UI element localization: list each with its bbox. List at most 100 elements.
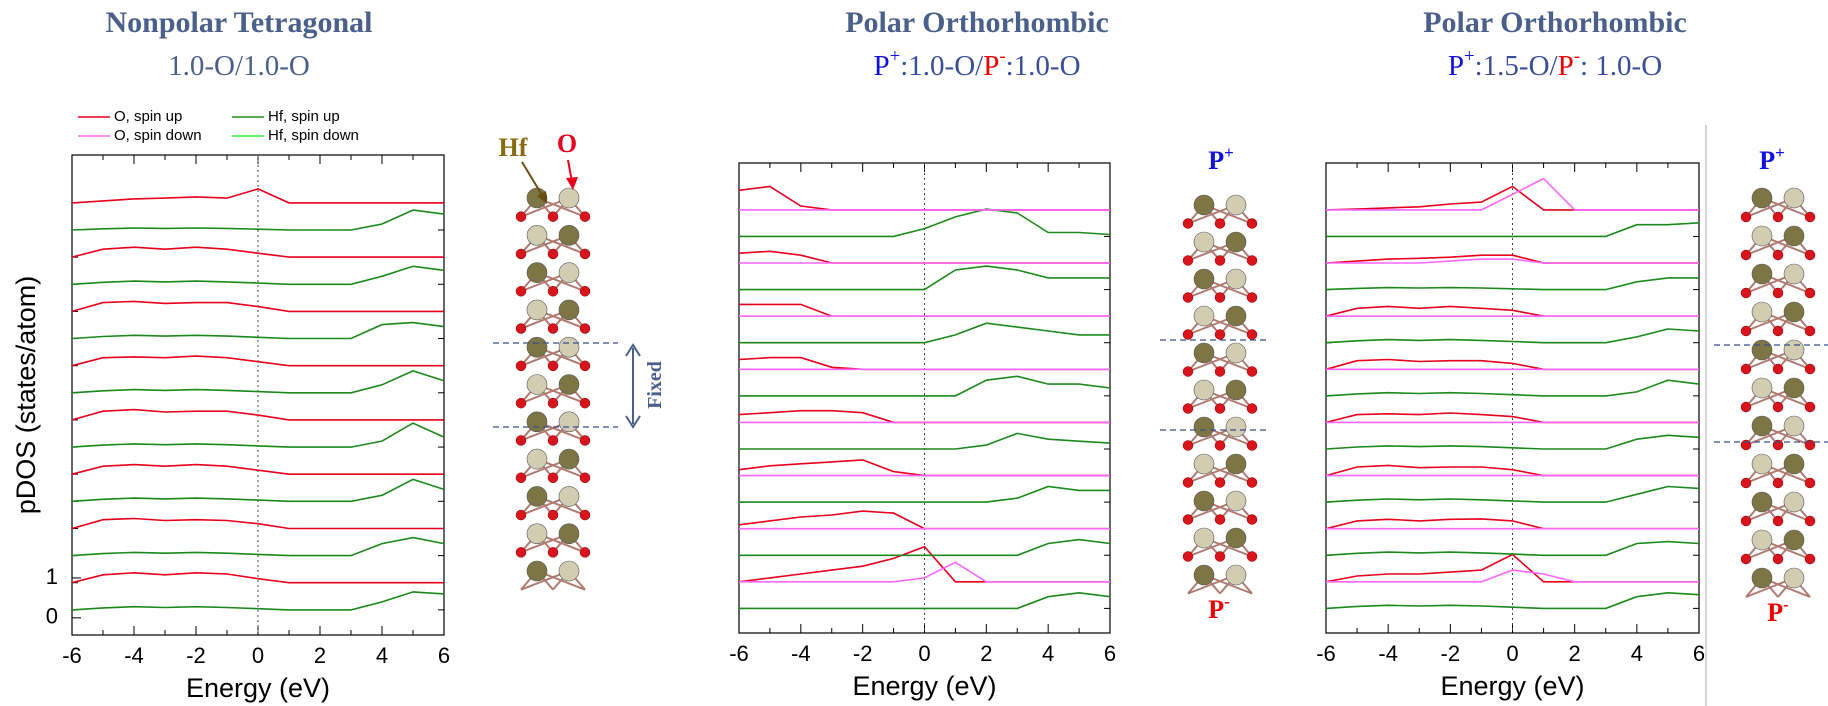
o-atom <box>1741 554 1751 564</box>
o-atom <box>1805 326 1815 336</box>
o-atom <box>1805 516 1815 526</box>
hf-atom <box>1752 226 1772 246</box>
x-tick-label: 6 <box>438 643 450 668</box>
hf-atom <box>1226 528 1246 548</box>
hf-atom <box>1226 232 1246 252</box>
o-atom <box>1741 478 1751 488</box>
hf-atom <box>1194 380 1214 400</box>
o-atom <box>516 510 526 520</box>
hf-atom <box>559 337 579 357</box>
label: P+​:1.0-O/P-​:1.0-O <box>873 46 1080 81</box>
hf-atom <box>1194 306 1214 326</box>
hf-atom <box>1194 343 1214 363</box>
hf-atom <box>1226 491 1246 511</box>
hf-atom <box>1784 492 1804 512</box>
o-atom <box>1215 256 1225 266</box>
hf-atom <box>1784 530 1804 550</box>
hf-atom <box>1194 528 1214 548</box>
o-atom <box>1183 219 1193 229</box>
o-atom <box>1773 516 1783 526</box>
o-atom <box>1183 552 1193 562</box>
o-atom <box>1805 554 1815 564</box>
o-atom <box>516 473 526 483</box>
dos-trace <box>1326 593 1699 609</box>
o-atom <box>1773 250 1783 260</box>
o-atom <box>548 510 558 520</box>
label-sup: + <box>1224 143 1234 162</box>
label-part: :1.0-O/ <box>900 50 984 82</box>
o-atom <box>548 286 558 296</box>
hf-atom <box>527 449 547 469</box>
x-axis-label: Energy (eV) <box>852 671 996 701</box>
label-part: Hf <box>499 133 528 162</box>
hf-atom <box>1226 306 1246 326</box>
o-atom <box>548 473 558 483</box>
x-tick-label: -4 <box>791 641 811 666</box>
o-atom <box>1215 330 1225 340</box>
o-atom <box>1215 293 1225 303</box>
hf-atom <box>1752 492 1772 512</box>
o-atom <box>580 547 590 557</box>
o-atom <box>1215 219 1225 229</box>
x-tick-label: 4 <box>1631 641 1643 666</box>
hf-atom <box>1226 417 1246 437</box>
x-tick-label: -6 <box>1316 641 1336 666</box>
o-atom <box>1741 516 1751 526</box>
label: Hf <box>499 133 528 162</box>
label-sup: + <box>1464 46 1475 67</box>
o-atom <box>1215 367 1225 377</box>
x-tick-label: 2 <box>980 641 992 666</box>
dos-trace <box>739 593 1110 609</box>
hf-atom <box>1752 454 1772 474</box>
x-axis-label: Energy (eV) <box>186 673 330 703</box>
o-atom <box>580 212 590 222</box>
hf-atom <box>527 524 547 544</box>
o-atom <box>1805 364 1815 374</box>
o-atom <box>580 435 590 445</box>
o-atom <box>1805 478 1815 488</box>
hf-atom <box>1752 568 1772 588</box>
hf-atom <box>1752 340 1772 360</box>
o-atom <box>516 212 526 222</box>
dos-trace <box>72 356 444 366</box>
label: 1.0-O/1.0-O <box>168 50 310 82</box>
label: P+​ <box>1208 143 1234 175</box>
hf-atom <box>1194 269 1214 289</box>
label: P-​ <box>1767 595 1789 627</box>
x-tick-label: -4 <box>124 643 144 668</box>
o-atom <box>548 212 558 222</box>
o-atom <box>548 398 558 408</box>
figure: Nonpolar Tetragonal1.0-O/1.0-O-6-4-20246… <box>0 0 1828 706</box>
hf-atom <box>1784 302 1804 322</box>
hf-atom <box>1226 195 1246 215</box>
hf-atom <box>1784 454 1804 474</box>
hf-atom <box>1752 188 1772 208</box>
label: P+​:1.5-O/P-​: 1.0-O <box>1448 46 1662 81</box>
label-part: : 1.0-O <box>1580 50 1662 82</box>
o-atom <box>580 510 590 520</box>
o-atom <box>1215 552 1225 562</box>
y-tick-label: 1 <box>46 564 58 589</box>
o-atom <box>1247 404 1257 414</box>
o-atom <box>516 435 526 445</box>
x-tick-label: 0 <box>252 643 264 668</box>
x-tick-label: -2 <box>853 641 873 666</box>
label-part: P <box>873 50 889 82</box>
hf-atom <box>1226 269 1246 289</box>
o-atom <box>580 249 590 259</box>
label: P-​ <box>1208 592 1230 624</box>
o-atom <box>580 398 590 408</box>
o-atom <box>1773 212 1783 222</box>
label-sup: + <box>1775 143 1785 162</box>
hf-atom <box>527 337 547 357</box>
x-tick-label: 6 <box>1104 641 1116 666</box>
x-tick-label: 0 <box>1506 641 1518 666</box>
legend-label: Hf, spin up <box>268 108 340 125</box>
o-atom <box>1215 404 1225 414</box>
label: O <box>557 129 577 158</box>
page: {"chart_data": [ {"type": "line", "title… <box>0 0 1828 706</box>
x-tick-label: 4 <box>1042 641 1054 666</box>
hf-atom <box>527 412 547 432</box>
hf-atom <box>559 375 579 395</box>
x-tick-label: 0 <box>918 641 930 666</box>
